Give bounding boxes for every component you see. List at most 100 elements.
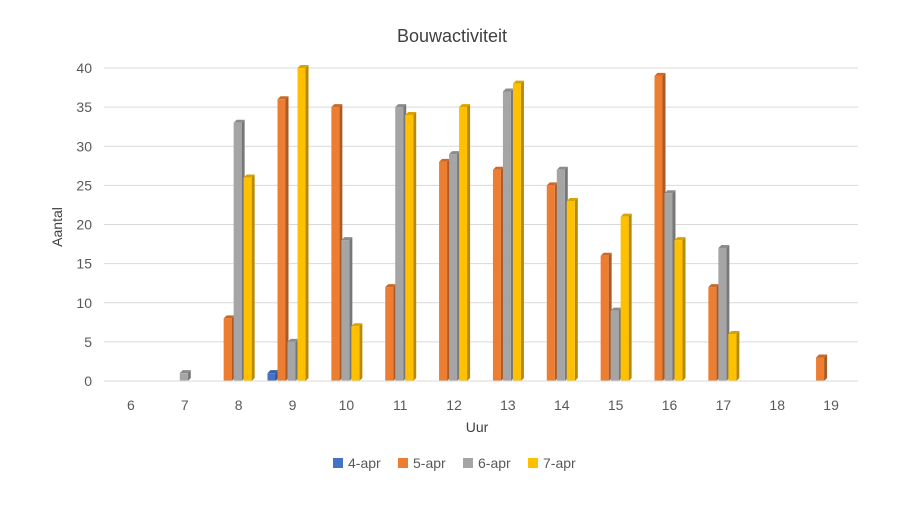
legend-label: 5-apr bbox=[413, 455, 446, 471]
bar-front bbox=[816, 357, 825, 381]
bar-front bbox=[233, 122, 242, 382]
x-tick-label: 19 bbox=[823, 397, 839, 413]
bar-top bbox=[405, 111, 417, 115]
bar-front bbox=[492, 169, 501, 381]
bar-front bbox=[297, 68, 306, 381]
bar-front bbox=[600, 255, 609, 381]
legend-swatch bbox=[398, 458, 408, 468]
bar-side bbox=[285, 96, 289, 382]
bar-7-apr-14 bbox=[566, 198, 578, 381]
bar-top bbox=[492, 166, 504, 170]
bar-top bbox=[385, 284, 397, 288]
bar-7-apr-12 bbox=[459, 104, 471, 381]
legend-item-5-apr: 5-apr bbox=[398, 455, 446, 471]
bar-top bbox=[728, 331, 740, 335]
bar-top bbox=[664, 190, 676, 194]
legend-swatch bbox=[333, 458, 343, 468]
bar-4-apr-9 bbox=[267, 370, 279, 381]
bar-front bbox=[439, 161, 448, 381]
bar-front bbox=[556, 169, 565, 381]
x-tick-label: 7 bbox=[181, 397, 189, 413]
bar-side bbox=[413, 111, 417, 381]
bar-5-apr-10 bbox=[331, 104, 343, 381]
bar-top bbox=[546, 182, 558, 186]
bar-front bbox=[223, 318, 232, 381]
bar-top bbox=[341, 237, 353, 241]
bar-front bbox=[566, 201, 575, 381]
bar-top bbox=[243, 174, 255, 178]
bar-side bbox=[359, 323, 363, 381]
bar-side bbox=[574, 198, 578, 381]
bar-7-apr-13 bbox=[512, 80, 524, 382]
x-axis-ticks: 6 7 8 9 10 11 12 13 14 15 16 17 18 19 bbox=[127, 397, 839, 413]
bar-front bbox=[546, 185, 555, 381]
bar-5-apr-17 bbox=[708, 284, 720, 381]
x-tick-label: 6 bbox=[127, 397, 135, 413]
y-axis-ticks: 0 5 10 15 20 25 30 35 40 bbox=[76, 60, 92, 389]
legend-swatch bbox=[463, 458, 473, 468]
bar-front bbox=[331, 107, 340, 381]
bar-front bbox=[512, 83, 521, 382]
bar-front bbox=[708, 287, 717, 381]
x-tick-label: 18 bbox=[769, 397, 785, 413]
bar-top bbox=[233, 119, 245, 123]
bar-6-apr-13 bbox=[502, 88, 514, 381]
bar-top bbox=[718, 244, 730, 248]
bar-6-apr-7 bbox=[179, 370, 191, 381]
bar-front bbox=[179, 373, 188, 381]
bar-5-apr-15 bbox=[600, 252, 612, 381]
bar-front bbox=[287, 341, 296, 381]
bar-5-apr-8 bbox=[223, 315, 235, 381]
bar-front bbox=[341, 240, 350, 381]
bar-6-apr-16 bbox=[664, 190, 676, 381]
x-tick-label: 14 bbox=[554, 397, 570, 413]
y-tick-label: 25 bbox=[76, 177, 92, 193]
bar-7-apr-10 bbox=[351, 323, 363, 381]
gridlines bbox=[104, 67, 858, 343]
bar-7-apr-9 bbox=[297, 65, 309, 381]
bar-front bbox=[385, 287, 394, 381]
bar-front bbox=[654, 75, 663, 381]
bars bbox=[179, 65, 828, 382]
bar-top bbox=[459, 104, 471, 108]
bar-6-apr-14 bbox=[556, 166, 568, 381]
bar-front bbox=[243, 177, 252, 381]
x-tick-label: 8 bbox=[235, 397, 243, 413]
bar-side bbox=[682, 237, 686, 381]
bar-6-apr-15 bbox=[610, 307, 622, 381]
bar-top bbox=[566, 198, 578, 202]
bar-top bbox=[267, 370, 279, 374]
x-tick-label: 12 bbox=[446, 397, 462, 413]
bar-top bbox=[287, 338, 299, 342]
bar-front bbox=[277, 99, 286, 382]
bar-front bbox=[405, 114, 414, 381]
x-tick-label: 10 bbox=[339, 397, 355, 413]
y-tick-label: 0 bbox=[84, 373, 92, 389]
bar-front bbox=[502, 91, 511, 381]
chart-title: Bouwactiviteit bbox=[397, 26, 507, 46]
bar-top bbox=[816, 354, 828, 358]
bar-side bbox=[467, 104, 471, 381]
bar-front bbox=[718, 247, 727, 381]
bar-7-apr-17 bbox=[728, 331, 740, 381]
bar-5-apr-11 bbox=[385, 284, 397, 381]
bar-top bbox=[620, 213, 632, 217]
bar-top bbox=[610, 307, 622, 311]
bar-front bbox=[351, 326, 360, 381]
bar-top bbox=[179, 370, 191, 374]
bar-6-apr-11 bbox=[395, 104, 407, 381]
bar-front bbox=[728, 334, 737, 381]
x-axis-label: Uur bbox=[466, 419, 489, 435]
bar-front bbox=[620, 216, 629, 381]
bar-side bbox=[736, 331, 740, 381]
bar-side bbox=[824, 354, 828, 381]
legend-label: 7-apr bbox=[543, 455, 576, 471]
bar-front bbox=[267, 373, 276, 381]
x-tick-label: 9 bbox=[289, 397, 297, 413]
bar-7-apr-11 bbox=[405, 111, 417, 381]
bar-top bbox=[512, 80, 524, 84]
bar-top bbox=[395, 104, 407, 108]
y-tick-label: 30 bbox=[76, 138, 92, 154]
bar-6-apr-8 bbox=[233, 119, 245, 382]
